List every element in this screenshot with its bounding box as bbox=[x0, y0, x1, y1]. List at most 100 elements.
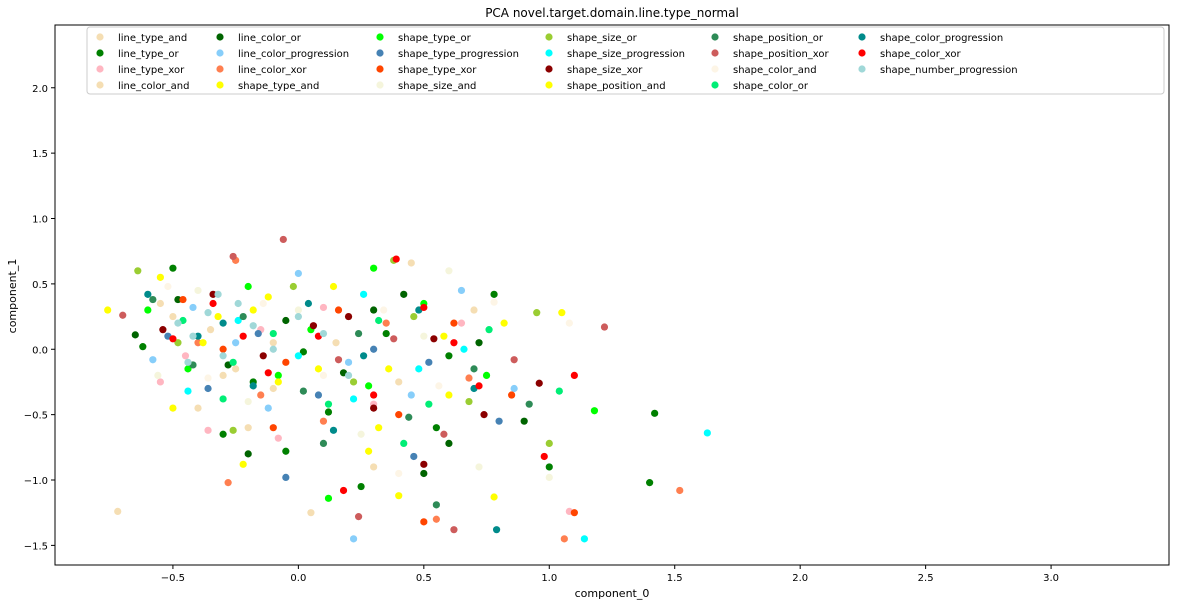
data-point bbox=[591, 407, 598, 414]
x-tick-label: 3.0 bbox=[1043, 573, 1059, 584]
data-point bbox=[546, 440, 553, 447]
data-point bbox=[420, 461, 427, 468]
data-point bbox=[225, 479, 232, 486]
data-point bbox=[533, 309, 540, 316]
data-point bbox=[493, 526, 500, 533]
x-tick-label: 1.5 bbox=[667, 573, 683, 584]
data-point bbox=[521, 418, 528, 425]
data-point bbox=[194, 404, 201, 411]
legend-marker bbox=[545, 81, 552, 88]
data-point bbox=[485, 326, 492, 333]
data-point bbox=[651, 410, 658, 417]
data-point bbox=[270, 385, 277, 392]
x-tick-label: 0.0 bbox=[290, 573, 306, 584]
x-tick-label: −0.5 bbox=[161, 573, 185, 584]
data-point bbox=[295, 352, 302, 359]
data-point bbox=[676, 487, 683, 494]
x-axis-label: component_0 bbox=[575, 587, 650, 600]
data-point bbox=[230, 427, 237, 434]
data-point bbox=[360, 352, 367, 359]
data-point bbox=[483, 372, 490, 379]
data-point bbox=[114, 508, 121, 515]
legend-label: shape_number_progression bbox=[880, 65, 1018, 76]
y-tick-label: −1.5 bbox=[24, 541, 48, 552]
y-tick-label: −1.0 bbox=[24, 476, 48, 487]
data-point bbox=[445, 352, 452, 359]
data-point bbox=[300, 388, 307, 395]
data-point bbox=[245, 450, 252, 457]
data-point bbox=[357, 431, 364, 438]
data-point bbox=[179, 296, 186, 303]
y-tick-label: 0.0 bbox=[32, 345, 48, 356]
data-point bbox=[335, 356, 342, 363]
data-point bbox=[546, 474, 553, 481]
data-point bbox=[282, 317, 289, 324]
data-point bbox=[184, 388, 191, 395]
data-point bbox=[365, 448, 372, 455]
data-point bbox=[511, 385, 518, 392]
data-point bbox=[445, 267, 452, 274]
data-point bbox=[425, 359, 432, 366]
data-point bbox=[458, 287, 465, 294]
data-point bbox=[370, 404, 377, 411]
legend-marker bbox=[858, 49, 865, 56]
data-point bbox=[270, 424, 277, 431]
data-point bbox=[235, 300, 242, 307]
data-point bbox=[430, 335, 437, 342]
legend: line_type_andline_type_orline_type_xorli… bbox=[87, 27, 1164, 94]
data-point bbox=[144, 291, 151, 298]
legend-item: shape_number_progression bbox=[858, 65, 1017, 76]
data-point bbox=[270, 339, 277, 346]
data-point bbox=[330, 427, 337, 434]
data-point bbox=[209, 300, 216, 307]
legend-label: shape_color_and bbox=[733, 65, 817, 76]
data-point bbox=[295, 306, 302, 313]
legend-marker bbox=[216, 65, 223, 72]
data-point bbox=[501, 320, 508, 327]
x-tick-label: 1.0 bbox=[541, 573, 557, 584]
legend-label: line_type_and bbox=[118, 33, 187, 44]
data-point bbox=[511, 356, 518, 363]
data-point bbox=[260, 300, 267, 307]
legend-marker bbox=[858, 33, 865, 40]
data-point bbox=[345, 372, 352, 379]
data-point bbox=[214, 291, 221, 298]
data-point bbox=[119, 312, 126, 319]
data-point bbox=[704, 429, 711, 436]
data-point bbox=[465, 374, 472, 381]
legend-marker bbox=[711, 65, 718, 72]
data-point bbox=[157, 274, 164, 281]
data-point bbox=[395, 492, 402, 499]
data-point bbox=[207, 326, 214, 333]
data-point bbox=[320, 304, 327, 311]
data-point bbox=[270, 346, 277, 353]
data-point bbox=[230, 253, 237, 260]
legend-item: shape_type_progression bbox=[376, 49, 519, 60]
data-point bbox=[275, 378, 282, 385]
data-point bbox=[220, 352, 227, 359]
data-point bbox=[440, 431, 447, 438]
data-point bbox=[250, 382, 257, 389]
legend-label: shape_type_and bbox=[238, 81, 319, 92]
data-point bbox=[646, 479, 653, 486]
legend-label: shape_position_xor bbox=[733, 49, 830, 60]
data-point bbox=[561, 535, 568, 542]
data-point bbox=[149, 356, 156, 363]
data-point bbox=[433, 424, 440, 431]
data-point bbox=[245, 398, 252, 405]
legend-label: shape_position_or bbox=[733, 33, 824, 44]
x-tick-label: 2.0 bbox=[792, 573, 808, 584]
data-point bbox=[365, 382, 372, 389]
legend-label: shape_color_progression bbox=[880, 33, 1003, 44]
data-point bbox=[159, 326, 166, 333]
data-point bbox=[415, 365, 422, 372]
data-point bbox=[144, 306, 151, 313]
data-point bbox=[320, 418, 327, 425]
data-point bbox=[220, 395, 227, 402]
data-point bbox=[370, 391, 377, 398]
data-point bbox=[245, 283, 252, 290]
data-point bbox=[104, 306, 111, 313]
data-point bbox=[375, 317, 382, 324]
legend-label: shape_type_xor bbox=[398, 65, 477, 76]
data-point bbox=[295, 270, 302, 277]
